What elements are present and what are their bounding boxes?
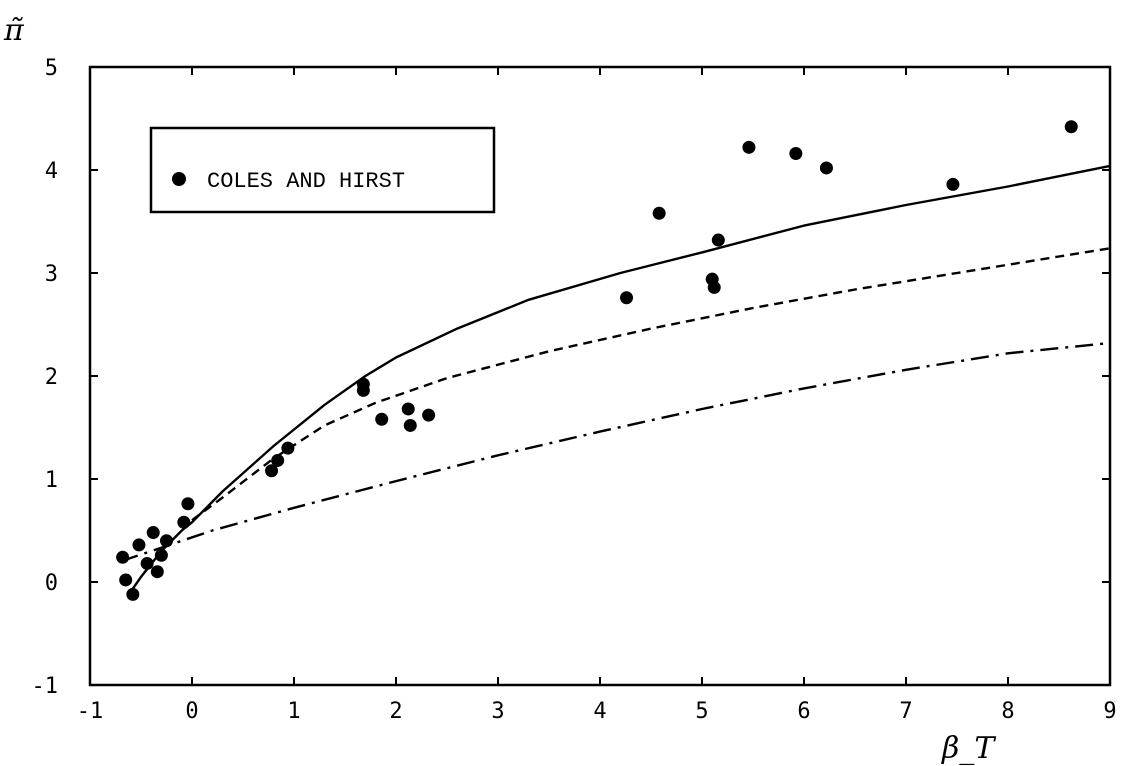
data-point bbox=[265, 464, 279, 478]
x-tick-label: 6 bbox=[797, 699, 810, 724]
legend-label: COLES AND HIRST bbox=[207, 169, 405, 194]
y-axis-title: π̃ bbox=[3, 13, 25, 48]
x-tick-label: 4 bbox=[593, 699, 606, 724]
legend-marker bbox=[172, 172, 186, 186]
data-point bbox=[132, 538, 146, 552]
data-point bbox=[819, 161, 833, 175]
x-tick-label: 8 bbox=[1001, 699, 1014, 724]
x-tick-label: 0 bbox=[185, 699, 198, 724]
data-point bbox=[401, 402, 415, 416]
x-tick-label: 7 bbox=[899, 699, 912, 724]
data-points bbox=[116, 120, 1078, 601]
data-point bbox=[150, 565, 164, 579]
data-point bbox=[154, 548, 168, 562]
data-point bbox=[356, 383, 370, 397]
data-point bbox=[116, 550, 130, 564]
x-tick-label: -1 bbox=[77, 699, 104, 724]
data-point bbox=[403, 418, 417, 432]
x-tick-label: 5 bbox=[695, 699, 708, 724]
data-point bbox=[742, 140, 756, 154]
data-point bbox=[160, 534, 173, 548]
dashed-curve bbox=[191, 247, 1111, 522]
x-tick-label: 9 bbox=[1103, 699, 1116, 724]
data-point bbox=[140, 556, 154, 570]
y-tick-label: -1 bbox=[32, 674, 59, 699]
dash-dot-curve bbox=[120, 341, 1111, 563]
y-tick-label: 3 bbox=[45, 262, 58, 287]
x-tick-label: 1 bbox=[287, 699, 300, 724]
model-curves bbox=[120, 164, 1111, 596]
x-axis-title: β_T bbox=[941, 731, 996, 766]
y-tick-label: 4 bbox=[45, 159, 58, 184]
y-tick-label: 1 bbox=[45, 468, 58, 493]
data-point bbox=[946, 177, 960, 191]
y-tick-label: 5 bbox=[45, 56, 58, 81]
data-point bbox=[652, 206, 666, 220]
data-point bbox=[119, 573, 133, 587]
legend-box bbox=[149, 126, 496, 214]
solid-curve bbox=[127, 164, 1111, 596]
data-point bbox=[146, 526, 160, 540]
data-point bbox=[181, 497, 195, 511]
y-tick-label: 0 bbox=[45, 571, 58, 596]
data-point bbox=[375, 412, 389, 426]
data-point bbox=[711, 233, 725, 247]
data-point bbox=[1064, 120, 1078, 134]
data-point bbox=[422, 408, 436, 422]
data-point bbox=[789, 147, 803, 161]
data-point bbox=[707, 280, 721, 294]
data-point bbox=[271, 453, 285, 467]
x-tick-label: 2 bbox=[389, 699, 402, 724]
legend: COLES AND HIRST bbox=[149, 126, 496, 214]
y-tick-label: 2 bbox=[45, 365, 58, 390]
data-point bbox=[620, 291, 634, 305]
axis-ticks: -1 0 1 2 3 4 5 6 7 8 9 -1 0 1 2 3 4 5 bbox=[32, 56, 1117, 724]
x-tick-label: 3 bbox=[491, 699, 504, 724]
data-point bbox=[281, 441, 295, 455]
data-point bbox=[126, 587, 140, 601]
data-point bbox=[177, 515, 191, 529]
